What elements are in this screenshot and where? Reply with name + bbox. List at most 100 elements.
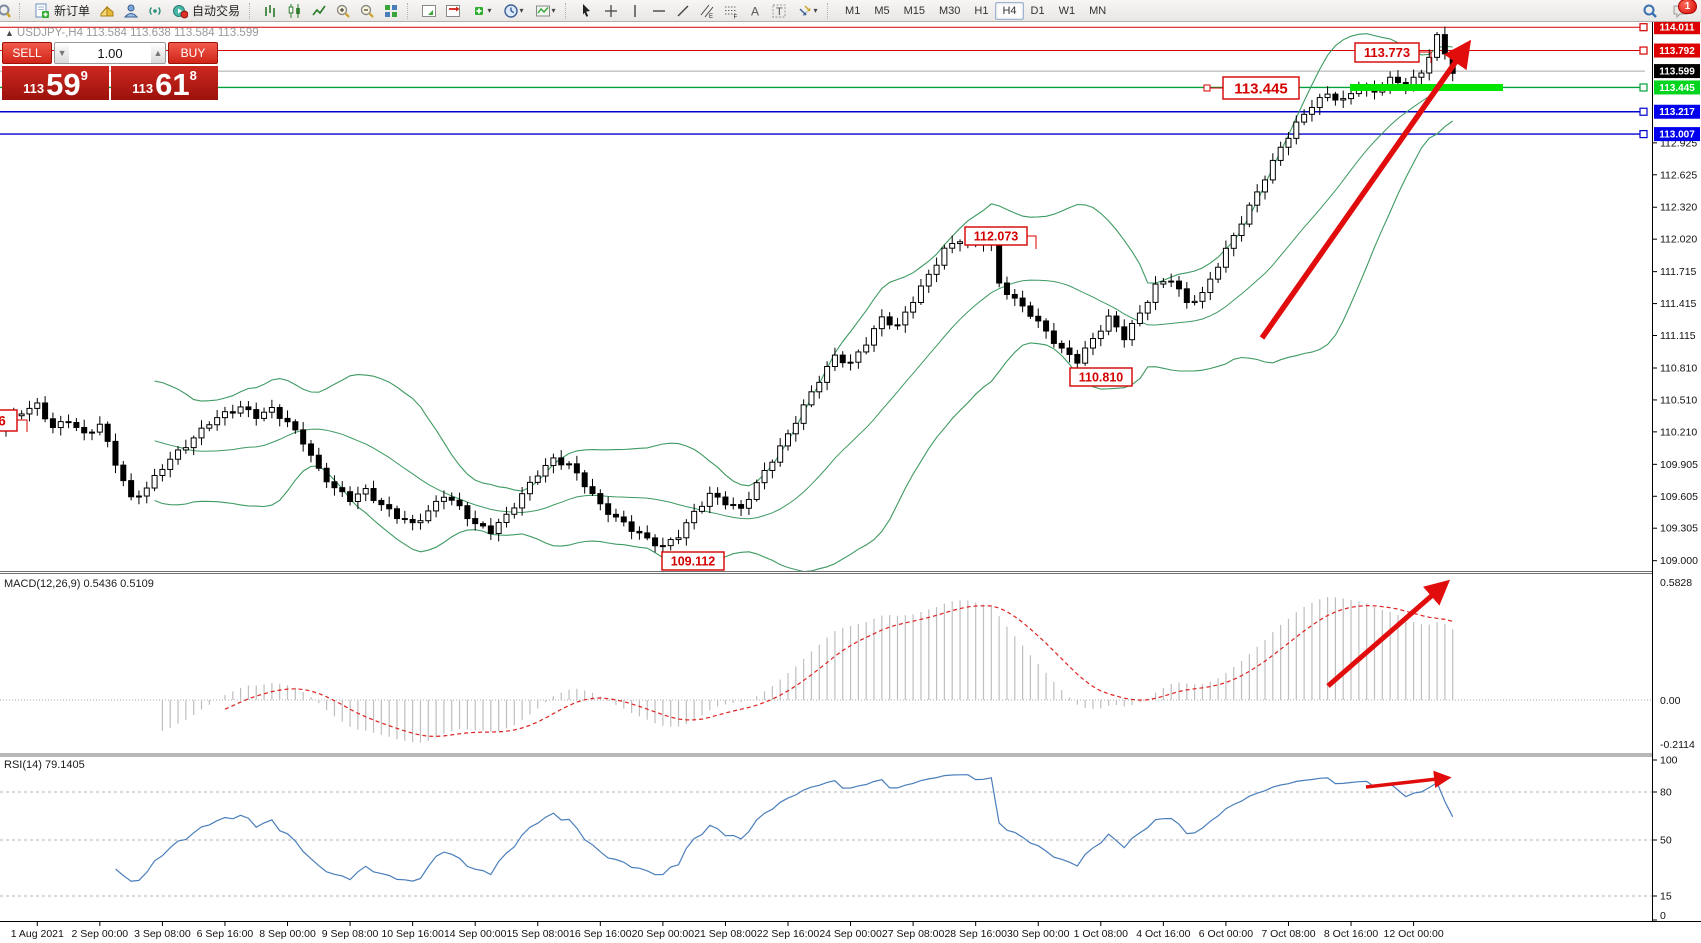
chevron-down-icon: ▾ <box>487 6 492 15</box>
svg-text:110.510: 110.510 <box>1660 394 1697 406</box>
buy-button[interactable]: BUY <box>168 42 218 64</box>
chevron-down-icon: ▾ <box>551 6 556 15</box>
timeframe-MN[interactable]: MN <box>1082 2 1113 20</box>
periods-button[interactable]: ▾ <box>498 2 528 20</box>
svg-text:110.810: 110.810 <box>1660 362 1697 374</box>
svg-text:109.305: 109.305 <box>1660 523 1698 535</box>
toolbar-separator <box>19 2 25 19</box>
svg-text:6: 6 <box>0 413 6 428</box>
toolbar-separator <box>249 2 255 19</box>
macd-pane <box>0 597 1652 743</box>
sell-button[interactable]: SELL <box>2 42 52 64</box>
svg-text:109.000: 109.000 <box>1660 555 1698 567</box>
autotrading-button[interactable]: 自动交易 <box>168 2 244 20</box>
zoom-in-icon[interactable] <box>332 2 354 20</box>
signals-icon[interactable] <box>144 2 166 20</box>
svg-text:111.115: 111.115 <box>1660 330 1696 342</box>
line-chart-icon[interactable] <box>308 2 330 20</box>
text-tool-icon[interactable]: A <box>744 2 766 20</box>
macd-label: MACD(12,26,9) 0.5436 0.5109 <box>4 578 154 590</box>
arrows-tool-button[interactable]: ▾ <box>792 2 822 20</box>
trendline-tool-icon[interactable] <box>672 2 694 20</box>
vertical-line-tool-icon[interactable] <box>624 2 646 20</box>
timeframe-M1[interactable]: M1 <box>838 2 867 20</box>
svg-text:F: F <box>734 14 738 19</box>
svg-text:2 Sep 00:00: 2 Sep 00:00 <box>72 928 129 940</box>
price-scale[interactable]: 112.925112.625112.320112.020111.715111.4… <box>1639 20 1700 922</box>
metaeditor-icon[interactable] <box>120 2 142 20</box>
svg-text:30 Sep 00:00: 30 Sep 00:00 <box>1007 928 1070 940</box>
channel-tool-icon[interactable]: E <box>696 2 718 20</box>
search-icon[interactable] <box>1639 2 1661 20</box>
svg-text:50: 50 <box>1660 835 1672 847</box>
green-highlight-bar <box>1350 83 1503 91</box>
new-order-label: 新订单 <box>54 4 91 18</box>
volume-decrease-button[interactable]: ▼ <box>55 43 70 63</box>
crosshair-tool-icon[interactable] <box>600 2 622 20</box>
timeframe-M15[interactable]: M15 <box>897 2 932 20</box>
horizontal-line-tool-icon[interactable] <box>648 2 670 20</box>
svg-text:112.625: 112.625 <box>1660 169 1697 181</box>
templates-button[interactable]: ▾ <box>530 2 560 20</box>
svg-text:3 Sep 08:00: 3 Sep 08:00 <box>134 928 191 940</box>
svg-text:113.792: 113.792 <box>1659 46 1695 57</box>
svg-text:7 Oct 08:00: 7 Oct 08:00 <box>1261 928 1315 940</box>
text-label-tool-icon[interactable]: T <box>768 2 790 20</box>
svg-text:114.011: 114.011 <box>1659 23 1694 34</box>
svg-text:112.020: 112.020 <box>1660 234 1697 246</box>
svg-text:112.073: 112.073 <box>974 230 1019 244</box>
svg-text:111.415: 111.415 <box>1660 298 1697 310</box>
timeframe-M30[interactable]: M30 <box>932 2 967 20</box>
svg-text:100: 100 <box>1660 755 1678 767</box>
svg-text:8 Sep 00:00: 8 Sep 00:00 <box>259 928 316 940</box>
svg-text:24 Sep 00:00: 24 Sep 00:00 <box>819 928 882 940</box>
svg-text:113.007: 113.007 <box>1659 130 1695 141</box>
svg-text:0.5828: 0.5828 <box>1660 577 1692 589</box>
sell-price-display[interactable]: 113 59 9 <box>2 66 109 100</box>
community-chat-button[interactable]: 1 <box>1669 0 1697 20</box>
svg-text:109.605: 109.605 <box>1660 491 1698 503</box>
new-order-button[interactable]: 新订单 <box>30 2 94 20</box>
auto-scroll-icon[interactable] <box>418 2 440 20</box>
timeframe-H4[interactable]: H4 <box>995 2 1024 20</box>
time-scale[interactable]: 1 Aug 2021 2 Sep 00:00 3 Sep 08:00 6 Sep 16… <box>11 921 1444 940</box>
svg-text:0: 0 <box>1660 910 1666 922</box>
search-icon[interactable] <box>0 2 14 20</box>
svg-text:28 Sep 16:00: 28 Sep 16:00 <box>944 928 1007 940</box>
svg-text:15: 15 <box>1660 891 1672 903</box>
zoom-out-icon[interactable] <box>356 2 378 20</box>
rsi-label: RSI(14) 79.1405 <box>4 759 85 771</box>
svg-text:113.445: 113.445 <box>1659 83 1695 94</box>
candlestick-chart-icon[interactable] <box>284 2 306 20</box>
toolbar-separator <box>565 2 571 19</box>
timeframe-W1[interactable]: W1 <box>1052 2 1083 20</box>
svg-text:14 Sep 00:00: 14 Sep 00:00 <box>444 928 507 940</box>
chart-title-text: USDJPY-,H4 113.584 113.638 113.584 113.5… <box>16 27 259 39</box>
svg-text:6 Oct 00:00: 6 Oct 00:00 <box>1199 928 1253 940</box>
rsi-pane <box>0 774 1652 897</box>
tile-windows-icon[interactable] <box>380 2 402 20</box>
market-depth-icon[interactable] <box>96 2 118 20</box>
svg-text:27 Sep 08:00: 27 Sep 08:00 <box>882 928 945 940</box>
buy-price-display[interactable]: 113 61 8 <box>111 66 218 100</box>
svg-text:113.599: 113.599 <box>1659 67 1695 78</box>
cursor-tool-icon[interactable] <box>576 2 598 20</box>
timeframe-D1[interactable]: D1 <box>1024 2 1052 20</box>
fibonacci-tool-icon[interactable]: F <box>720 2 742 20</box>
indicators-button[interactable]: ▾ <box>466 2 496 20</box>
svg-text:15 Sep 08:00: 15 Sep 08:00 <box>507 928 570 940</box>
volume-input[interactable] <box>69 43 151 63</box>
svg-text:T: T <box>776 6 783 18</box>
svg-text:6 Sep 16:00: 6 Sep 16:00 <box>197 928 254 940</box>
chart-shift-icon[interactable] <box>442 2 464 20</box>
bar-chart-icon[interactable] <box>260 2 282 20</box>
svg-text:110.210: 110.210 <box>1660 426 1697 438</box>
svg-text:E: E <box>709 14 713 19</box>
svg-text:113.773: 113.773 <box>1364 45 1410 60</box>
svg-text:22 Sep 16:00: 22 Sep 16:00 <box>757 928 820 940</box>
svg-text:109.905: 109.905 <box>1660 459 1698 471</box>
timeframe-H1[interactable]: H1 <box>967 2 995 20</box>
timeframe-M5[interactable]: M5 <box>867 2 896 20</box>
volume-increase-button[interactable]: ▲ <box>150 43 165 63</box>
main-toolbar: 新订单 自动交易 ▾ ▾ ▾ <box>0 0 1701 22</box>
